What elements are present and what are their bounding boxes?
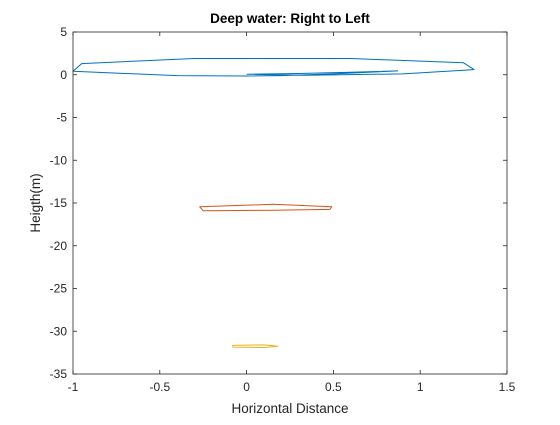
x-tick-label: 0 (243, 380, 250, 394)
y-tick-label: -35 (50, 367, 68, 381)
y-axis-label: Heigth(m) (28, 173, 43, 232)
y-tick-label: -10 (50, 153, 68, 167)
x-tick-label: -0.5 (149, 380, 170, 394)
x-tick-label: -1 (68, 380, 79, 394)
plot-background (73, 32, 507, 374)
y-axis-ticks: 5 0 -5 -10 -15 -20 -25 -30 -35 (50, 25, 507, 381)
y-tick-label: -25 (50, 282, 68, 296)
x-axis-ticks: -1 -0.5 0 0.5 1 1.5 (68, 32, 516, 394)
y-tick-label: 5 (60, 25, 67, 39)
series-line-orbit-mid (199, 203, 333, 212)
x-tick-label: 1.5 (499, 380, 516, 394)
y-tick-label: 0 (60, 68, 67, 82)
series-line-orbit-deep (232, 344, 279, 348)
x-tick-label: 1 (417, 380, 424, 394)
chart-title: Deep water: Right to Left (210, 11, 370, 26)
x-tick-label: 0.5 (325, 380, 342, 394)
y-tick-label: -30 (50, 324, 68, 338)
y-tick-label: -15 (50, 196, 68, 210)
y-tick-label: -5 (56, 111, 67, 125)
y-tick-label: -20 (50, 239, 68, 253)
x-axis-label: Horizontal Distance (231, 401, 348, 416)
